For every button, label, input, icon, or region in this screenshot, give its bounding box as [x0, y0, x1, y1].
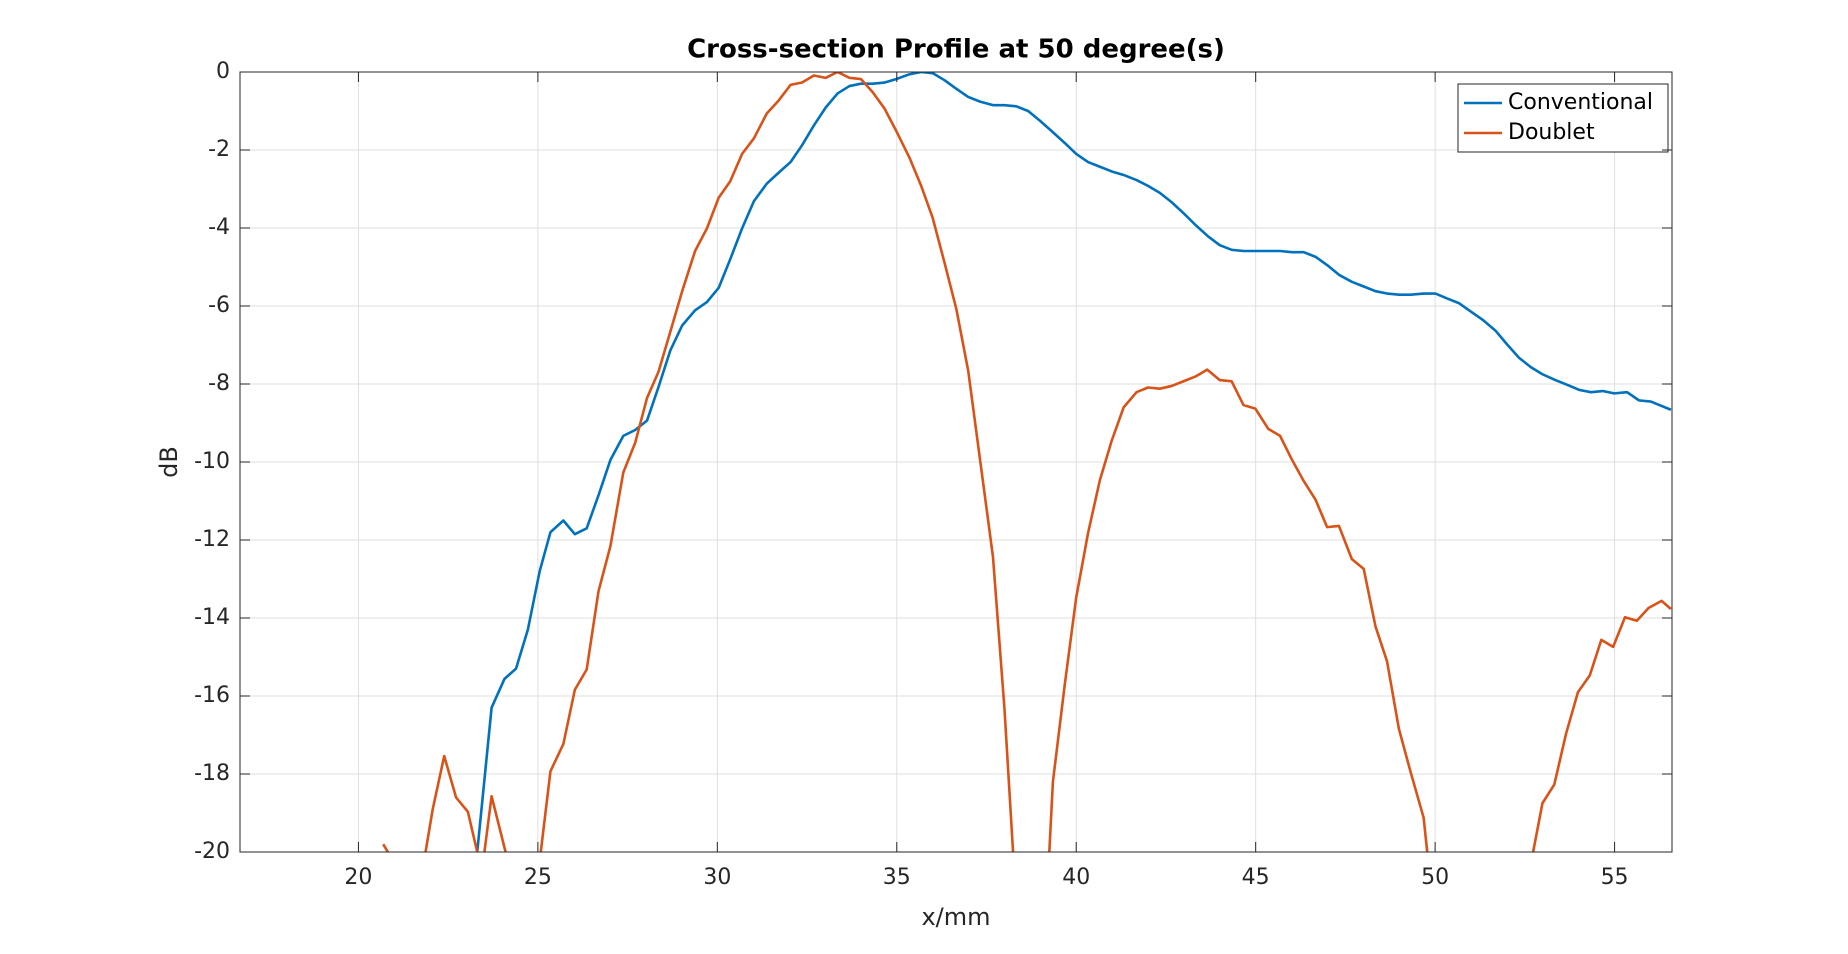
- y-tick-label: -18: [194, 761, 230, 786]
- x-tick-label: 50: [1421, 865, 1449, 890]
- x-tick-label: 55: [1601, 865, 1629, 890]
- legend-label: Doublet: [1508, 120, 1595, 145]
- x-tick-label: 25: [524, 865, 552, 890]
- y-tick-label: -6: [208, 293, 230, 318]
- x-tick-label: 45: [1242, 865, 1270, 890]
- y-tick-label: -12: [194, 527, 230, 552]
- x-tick-label: 30: [703, 865, 731, 890]
- y-tick-label: -14: [194, 605, 230, 630]
- y-tick-label: -20: [194, 839, 230, 864]
- legend-box: [1457, 83, 1669, 153]
- x-tick-label: 40: [1062, 865, 1090, 890]
- y-tick-label: -10: [194, 449, 230, 474]
- y-tick-label: -16: [194, 683, 230, 708]
- y-axis-label: dB: [155, 446, 183, 478]
- x-tick-label: 20: [344, 865, 372, 890]
- y-tick-label: -4: [208, 215, 230, 240]
- y-tick-label: -8: [208, 371, 230, 396]
- chart-title: Cross-section Profile at 50 degree(s): [687, 35, 1225, 65]
- x-tick-label: 35: [883, 865, 911, 890]
- legend: Conventional Doublet: [1457, 83, 1669, 153]
- lines: [382, 72, 1672, 852]
- y-tick-label: 0: [216, 59, 230, 84]
- series-line: [382, 72, 1672, 852]
- legend-label: Conventional: [1508, 90, 1653, 115]
- series-line: [475, 72, 1672, 852]
- x-axis-label: x/mm: [921, 903, 990, 931]
- y-tick-label: -2: [208, 137, 230, 162]
